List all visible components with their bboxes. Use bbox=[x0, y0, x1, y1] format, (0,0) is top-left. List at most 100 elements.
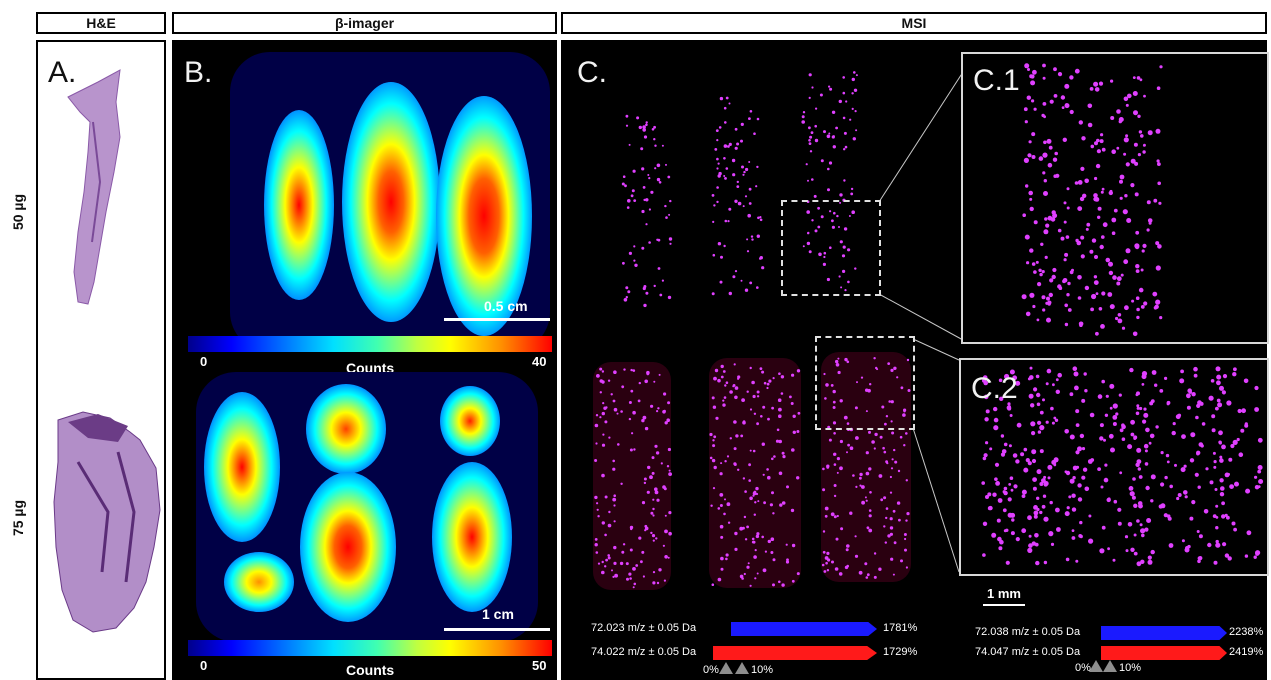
inset-c2-ion-dot bbox=[1254, 475, 1258, 479]
msi-ion-dot bbox=[843, 227, 848, 231]
inset-c1-ion-dot bbox=[1101, 291, 1106, 296]
msi-ion-dot bbox=[824, 514, 828, 518]
inset-c2-ion-dot bbox=[1166, 460, 1170, 464]
inset-c1-ion-dot bbox=[1028, 140, 1032, 144]
msi-ion-dot bbox=[747, 562, 750, 565]
msi-ion-dot bbox=[621, 182, 625, 186]
msi-ion-dot bbox=[652, 539, 655, 542]
msi-ion-dot bbox=[734, 386, 739, 390]
msi-ion-dot bbox=[749, 584, 752, 587]
msi-ion-dot bbox=[633, 199, 637, 203]
inset-c2-ion-dot bbox=[1036, 469, 1042, 475]
msi-ion-dot bbox=[641, 418, 645, 423]
legend-right-pct-1: 2238% bbox=[1229, 626, 1264, 638]
msi-ion-dot bbox=[668, 469, 671, 472]
inset-c1-ion-dot bbox=[1021, 294, 1027, 300]
inset-c1-ion-dot bbox=[1156, 159, 1160, 163]
inset-c2-ion-dot bbox=[1160, 482, 1165, 487]
inset-c1-ion-dot bbox=[1067, 308, 1072, 312]
msi-ion-dot bbox=[822, 550, 826, 554]
msi-ion-dot bbox=[778, 407, 782, 412]
msi-ion-dot bbox=[881, 405, 885, 409]
inset-c2-ion-dot bbox=[1203, 509, 1209, 514]
msi-ion-dot bbox=[601, 560, 604, 564]
msi-ion-dot bbox=[796, 369, 801, 373]
inset-c1-ion-dot bbox=[1116, 146, 1120, 150]
inset-c2-ion-dot bbox=[982, 375, 988, 380]
msi-ion-dot bbox=[723, 244, 726, 248]
inset-c1-ion-dot bbox=[1108, 261, 1113, 267]
inset-c1-ion-dot bbox=[1028, 190, 1033, 196]
inset-c2-ion-dot bbox=[996, 518, 1001, 523]
msi-ion-dot bbox=[887, 362, 891, 365]
msi-ion-dot bbox=[757, 216, 760, 220]
msi-tissue-region bbox=[709, 358, 801, 588]
inset-c1-ion-dot bbox=[1042, 171, 1046, 175]
inset-c1-ion-dot bbox=[1023, 107, 1028, 112]
msi-ion-dot bbox=[668, 531, 672, 536]
beta-colorbar-top bbox=[188, 336, 552, 352]
msi-ion-dot bbox=[719, 280, 723, 284]
msi-ion-dot bbox=[889, 532, 893, 536]
inset-c2-ion-dot bbox=[1210, 379, 1215, 383]
inset-c2-ion-dot bbox=[1175, 414, 1181, 420]
inset-c1-ion-dot bbox=[1067, 281, 1071, 286]
msi-ion-dot bbox=[641, 550, 645, 554]
msi-ion-dot bbox=[656, 410, 659, 413]
msi-ion-dot bbox=[796, 572, 800, 576]
inset-c2-image bbox=[981, 366, 1264, 567]
inset-c2-ion-dot bbox=[1131, 495, 1136, 500]
inset-c2-ion-dot bbox=[1232, 372, 1237, 377]
inset-c1-ion-dot bbox=[1060, 236, 1065, 241]
msi-ion-dot bbox=[662, 544, 665, 547]
inset-c2-ion-dot bbox=[1146, 518, 1152, 523]
msi-ion-dot bbox=[891, 458, 894, 461]
inset-c2-ion-dot bbox=[1097, 467, 1101, 471]
inset-c1-ion-dot bbox=[1066, 206, 1070, 210]
inset-c2-ion-dot bbox=[1216, 374, 1222, 380]
msi-ion-dot bbox=[596, 502, 599, 505]
legend-left-mz-1: 72.023 m/z ± 0.05 Da bbox=[591, 622, 697, 634]
msi-ion-dot bbox=[613, 520, 616, 523]
inset-c2-ion-dot bbox=[1135, 411, 1140, 416]
msi-ion-dot bbox=[744, 538, 748, 541]
msi-ion-dot bbox=[808, 73, 812, 77]
inset-c1-ion-dot bbox=[1089, 249, 1094, 254]
msi-ion-dot bbox=[751, 380, 755, 385]
msi-ion-dot bbox=[724, 177, 727, 180]
inset-c2-ion-dot bbox=[1145, 427, 1150, 433]
msi-ion-dot bbox=[791, 543, 796, 548]
inset-c1-ion-dot bbox=[1064, 252, 1069, 257]
msi-ion-dot bbox=[644, 529, 647, 532]
beta-hotspot-5 bbox=[224, 552, 294, 612]
msi-ion-dot bbox=[733, 447, 737, 451]
msi-ion-dot bbox=[611, 569, 613, 572]
msi-ion-dot bbox=[734, 531, 738, 536]
inset-c2-ion-dot bbox=[1048, 531, 1054, 537]
msi-ion-dot bbox=[594, 423, 599, 428]
msi-ion-dot bbox=[720, 567, 724, 571]
msi-ion-dot bbox=[645, 123, 648, 127]
inset-c1-ion-dot bbox=[1058, 286, 1063, 290]
msi-ion-dot bbox=[734, 547, 738, 551]
inset-c1-ion-dot bbox=[1158, 201, 1162, 205]
inset-c1-ion-dot bbox=[1047, 162, 1053, 168]
inset-c2-ion-dot bbox=[1167, 516, 1172, 521]
inset-c1-ion-dot bbox=[1023, 157, 1029, 163]
msi-ion-dot bbox=[829, 210, 832, 213]
msi-ion-dot bbox=[770, 551, 774, 554]
inset-c1-ion-dot bbox=[1093, 196, 1098, 202]
inset-c1-ion-dot bbox=[1077, 275, 1082, 280]
inset-c1-ion-dot bbox=[1116, 281, 1121, 286]
inset-c1-ion-dot bbox=[1116, 109, 1121, 114]
legend-left-mz-2: 74.022 m/z ± 0.05 Da bbox=[591, 646, 697, 658]
inset-c2-ion-dot bbox=[1164, 376, 1168, 380]
inset-c1-ion-dot bbox=[1097, 215, 1101, 219]
msi-ion-dot bbox=[669, 199, 672, 203]
msi-ion-dot bbox=[742, 526, 745, 530]
inset-c1-ion-dot bbox=[1125, 162, 1130, 167]
msi-ion-dot bbox=[772, 583, 775, 587]
inset-c1-ion-dot bbox=[1043, 191, 1048, 196]
msi-ion-dot bbox=[720, 375, 724, 379]
msi-ion-dot bbox=[809, 135, 813, 139]
